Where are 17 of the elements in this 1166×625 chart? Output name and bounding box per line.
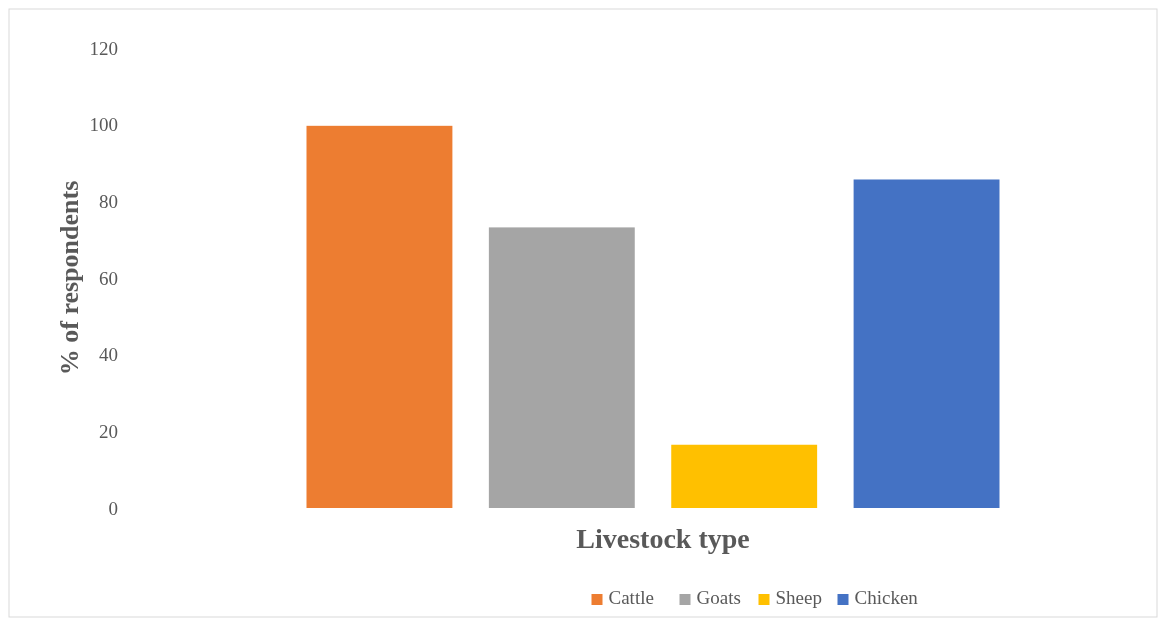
x-axis-title: Livestock type: [576, 523, 750, 554]
bar: [671, 444, 818, 508]
y-axis-title: % of respondents: [55, 180, 84, 376]
legend-label: Chicken: [854, 587, 919, 608]
y-tick-label: 60: [99, 267, 118, 289]
y-tick-label: 40: [99, 344, 118, 366]
legend-label: Cattle: [608, 587, 654, 608]
bar: [853, 179, 1000, 508]
y-tick-label: 80: [99, 190, 118, 212]
y-tick-label: 120: [89, 37, 118, 59]
legend-label: Goats: [696, 587, 741, 608]
bar: [488, 227, 635, 508]
legend-label: Sheep: [775, 587, 822, 608]
y-tick-label: 20: [99, 420, 118, 442]
y-tick-label: 100: [89, 114, 118, 136]
y-tick-label: 0: [108, 497, 118, 519]
bar: [306, 125, 453, 508]
